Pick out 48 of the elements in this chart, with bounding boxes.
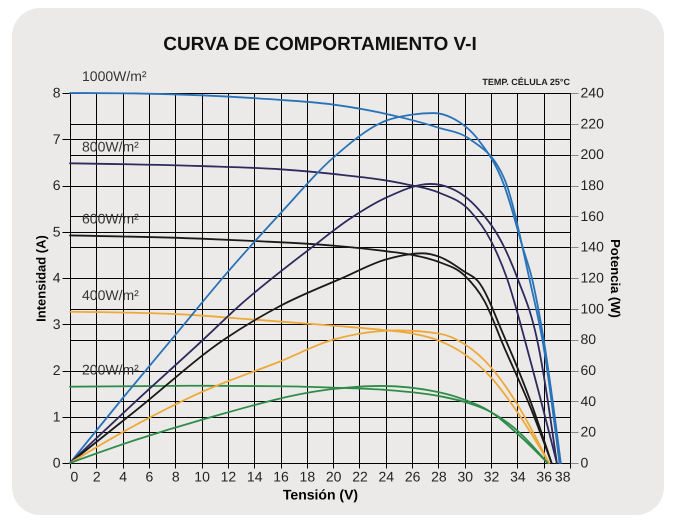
x-axis-title: Tensión (V) [282,486,358,502]
y-tick-label: 1 [52,408,61,424]
x-tick-label: 30 [457,468,474,484]
x-tick-label: 38 [554,468,571,484]
y-axis-title: Intensidad (A) [34,235,49,322]
y2-tick-label: 160 [580,208,604,224]
x-tick-label: 26 [404,468,421,484]
x-tick-label: 20 [326,468,342,484]
y-tick-label: 6 [52,177,61,193]
y2-tick-label: 180 [580,177,604,193]
x-tick-label: 4 [119,468,128,484]
y-tick-label: 2 [52,362,61,378]
y-tick-label: 7 [52,130,61,147]
x-tick-label: 2 [92,468,101,484]
y2-tick-label: 40 [580,392,596,409]
y2-tick-label: 200 [580,146,604,162]
x-tick-label: 18 [300,468,316,484]
x-tick-label: 14 [246,468,263,484]
y-tick-label: 3 [52,316,61,332]
x-tick-label: 22 [352,468,368,484]
x-tick-label: 12 [220,468,236,484]
x-tick-label: 36 [536,468,552,484]
y-tick-label: 8 [52,84,61,100]
y2-tick-label: 240 [580,84,604,100]
x-tick-label: 10 [194,468,210,484]
y-tick-label: 5 [52,223,61,240]
y2-tick-label: 0 [580,454,588,470]
y2-tick-label: 100 [580,300,604,316]
x-tick-label: 16 [273,468,290,484]
y2-tick-label: 80 [580,331,596,348]
x-tick-label: 6 [146,468,154,484]
y2-tick-label: 60 [580,362,596,378]
x-tick-label: 34 [510,468,526,484]
chart-subtitle: TEMP. CÉLULA 25°C [482,77,570,87]
x-tick-label: 8 [172,468,180,484]
chart-title: CURVA DE COMPORTAMIENTO V-I [163,34,477,55]
x-tick-label: 0 [70,468,78,484]
x-tick-label: 28 [431,468,447,484]
y2-tick-label: 220 [580,115,604,132]
series-label: 1000W/m² [82,68,147,84]
x-tick-label: 32 [484,468,500,484]
y2-tick-label: 20 [580,424,596,440]
y2-axis-title: Potencia (W) [608,239,623,318]
x-tick-label: 24 [378,468,394,484]
y2-tick-label: 120 [580,270,604,286]
y-tick-label: 4 [52,270,61,286]
y2-tick-label: 140 [580,238,604,255]
y-tick-label: 0 [52,454,61,470]
